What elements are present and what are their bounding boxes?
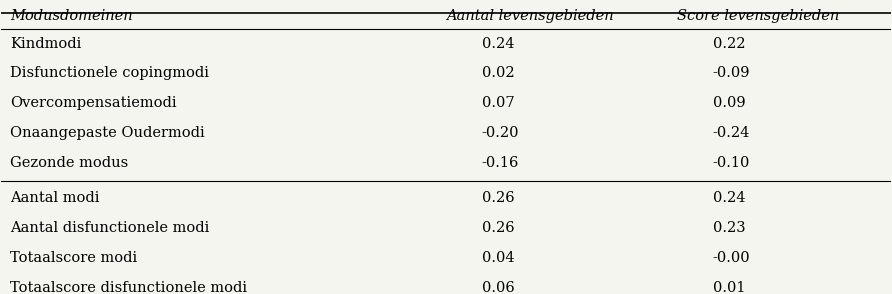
Text: 0.23: 0.23: [713, 221, 746, 235]
Text: 0.24: 0.24: [482, 36, 514, 51]
Text: Aantal modi: Aantal modi: [11, 191, 100, 206]
Text: 0.07: 0.07: [482, 96, 514, 110]
Text: 0.26: 0.26: [482, 191, 514, 206]
Text: -0.20: -0.20: [482, 126, 519, 140]
Text: 0.06: 0.06: [482, 281, 515, 294]
Text: Totaalscore disfunctionele modi: Totaalscore disfunctionele modi: [11, 281, 247, 294]
Text: Aantal levensgebieden: Aantal levensgebieden: [446, 9, 614, 23]
Text: 0.26: 0.26: [482, 221, 514, 235]
Text: -0.00: -0.00: [713, 251, 750, 265]
Text: 0.09: 0.09: [713, 96, 746, 110]
Text: 0.04: 0.04: [482, 251, 514, 265]
Text: Kindmodi: Kindmodi: [11, 36, 82, 51]
Text: 0.22: 0.22: [713, 36, 746, 51]
Text: 0.01: 0.01: [713, 281, 746, 294]
Text: Score levensgebieden: Score levensgebieden: [677, 9, 839, 23]
Text: -0.16: -0.16: [482, 156, 519, 170]
Text: -0.09: -0.09: [713, 66, 750, 81]
Text: Modusdomeinen: Modusdomeinen: [11, 9, 133, 23]
Text: Onaangepaste Oudermodi: Onaangepaste Oudermodi: [11, 126, 205, 140]
Text: Disfunctionele copingmodi: Disfunctionele copingmodi: [11, 66, 210, 81]
Text: Aantal disfunctionele modi: Aantal disfunctionele modi: [11, 221, 210, 235]
Text: 0.24: 0.24: [713, 191, 746, 206]
Text: -0.24: -0.24: [713, 126, 750, 140]
Text: 0.02: 0.02: [482, 66, 514, 81]
Text: Overcompensatiemodi: Overcompensatiemodi: [11, 96, 177, 110]
Text: Gezonde modus: Gezonde modus: [11, 156, 128, 170]
Text: Totaalscore modi: Totaalscore modi: [11, 251, 137, 265]
Text: -0.10: -0.10: [713, 156, 750, 170]
